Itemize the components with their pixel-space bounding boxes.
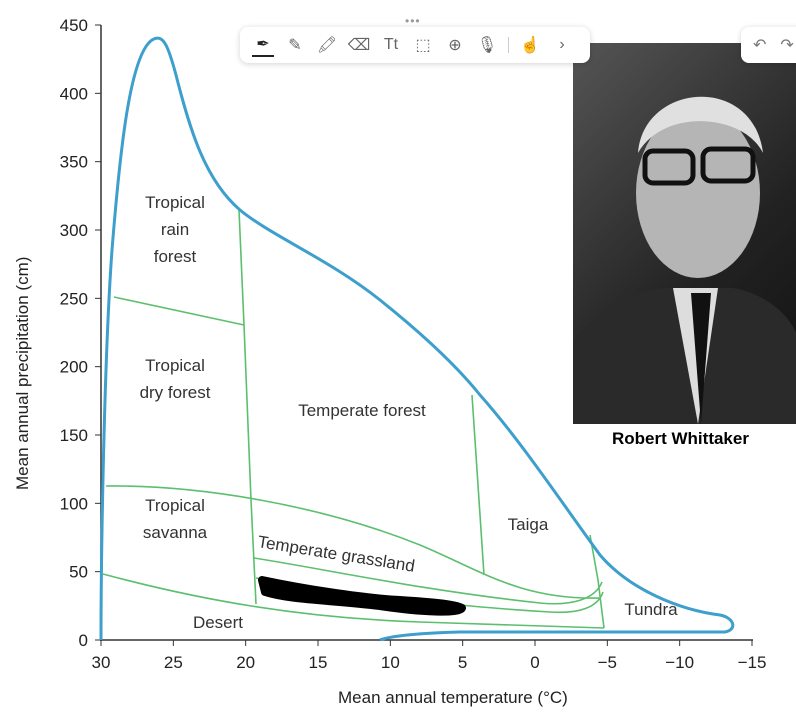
x-tick-label: 5 [458,653,467,672]
portrait-image [573,96,796,424]
y-tick-label: 300 [60,221,88,240]
y-tick-label: 350 [60,153,88,172]
x-tick-label: −5 [598,653,617,672]
boundary-line [589,534,605,629]
biome-label: Temperate forest [298,401,426,420]
highlighter-icon[interactable]: 🖍 [316,37,338,54]
x-tick-label: 15 [309,653,328,672]
x-tick-label: 30 [92,653,111,672]
add-icon[interactable]: ⊕ [448,37,462,54]
boundary-line [102,573,605,629]
biome-label: Tropical [145,496,205,515]
x-tick-label: −10 [665,653,694,672]
biome-label: Tundra [624,600,678,619]
biome-label: dry forest [140,383,211,402]
whittaker-photo [573,43,796,424]
y-tick-label: 400 [60,84,88,103]
toolbar-divider [508,37,509,53]
biome-label: rain [161,220,189,239]
microphone-icon[interactable]: 🎙 [476,37,498,54]
biome-label: savanna [143,523,208,542]
undo-icon[interactable]: ↶ [753,37,767,54]
biome-label: Temperate grassland [256,532,416,576]
biome-label: Taiga [508,515,549,534]
text-tool-icon[interactable]: Tt [383,36,399,53]
biome-label: Tropical [145,356,205,375]
boundary-line [113,296,245,326]
y-tick-label: 450 [60,16,88,35]
boundary-line [253,557,603,605]
boundary-line [105,485,601,599]
y-tick-label: 50 [69,563,88,582]
pen-icon[interactable]: ✒ [252,33,274,57]
chevron-right-icon[interactable]: › [559,36,565,53]
biome-label: Desert [193,613,243,632]
x-tick-label: 20 [236,653,255,672]
x-axis-label: Mean annual temperature (°C) [338,688,568,707]
boundary-line [471,394,485,576]
redo-icon[interactable]: ↷ [780,37,794,54]
boundary-line [238,209,257,605]
biome-label: Tropical [145,193,205,212]
y-tick-label: 100 [60,494,88,513]
y-axis-label: Mean annual precipitation (cm) [13,257,32,490]
y-tick-label: 250 [60,289,88,308]
selection-icon[interactable]: ⬚ [415,37,431,54]
x-tick-label: 25 [164,653,183,672]
touch-hand-icon[interactable]: ☝ [520,37,540,54]
scribble-annotation [258,576,466,616]
y-tick-label: 0 [79,631,88,650]
photo-caption: Robert Whittaker [612,429,749,448]
biome-outline [99,36,735,642]
eraser-icon[interactable]: ⌫ [347,37,371,54]
pencil-icon[interactable]: ✎ [288,37,302,54]
biome-boundaries [102,209,605,629]
toolbar-drag-handle[interactable]: ••• [405,14,421,28]
y-tick-label: 150 [60,426,88,445]
x-tick-label: 0 [530,653,539,672]
y-tick-label: 200 [60,358,88,377]
x-tick-label: −15 [738,653,767,672]
undo-redo-toolbar: ↶ ↷ [741,27,796,63]
x-tick-label: 10 [381,653,400,672]
markup-toolbar: ✒ ✎ 🖍 ⌫ Tt ⬚ ⊕ 🎙 ☝ › [240,27,590,63]
biome-label: forest [154,247,197,266]
